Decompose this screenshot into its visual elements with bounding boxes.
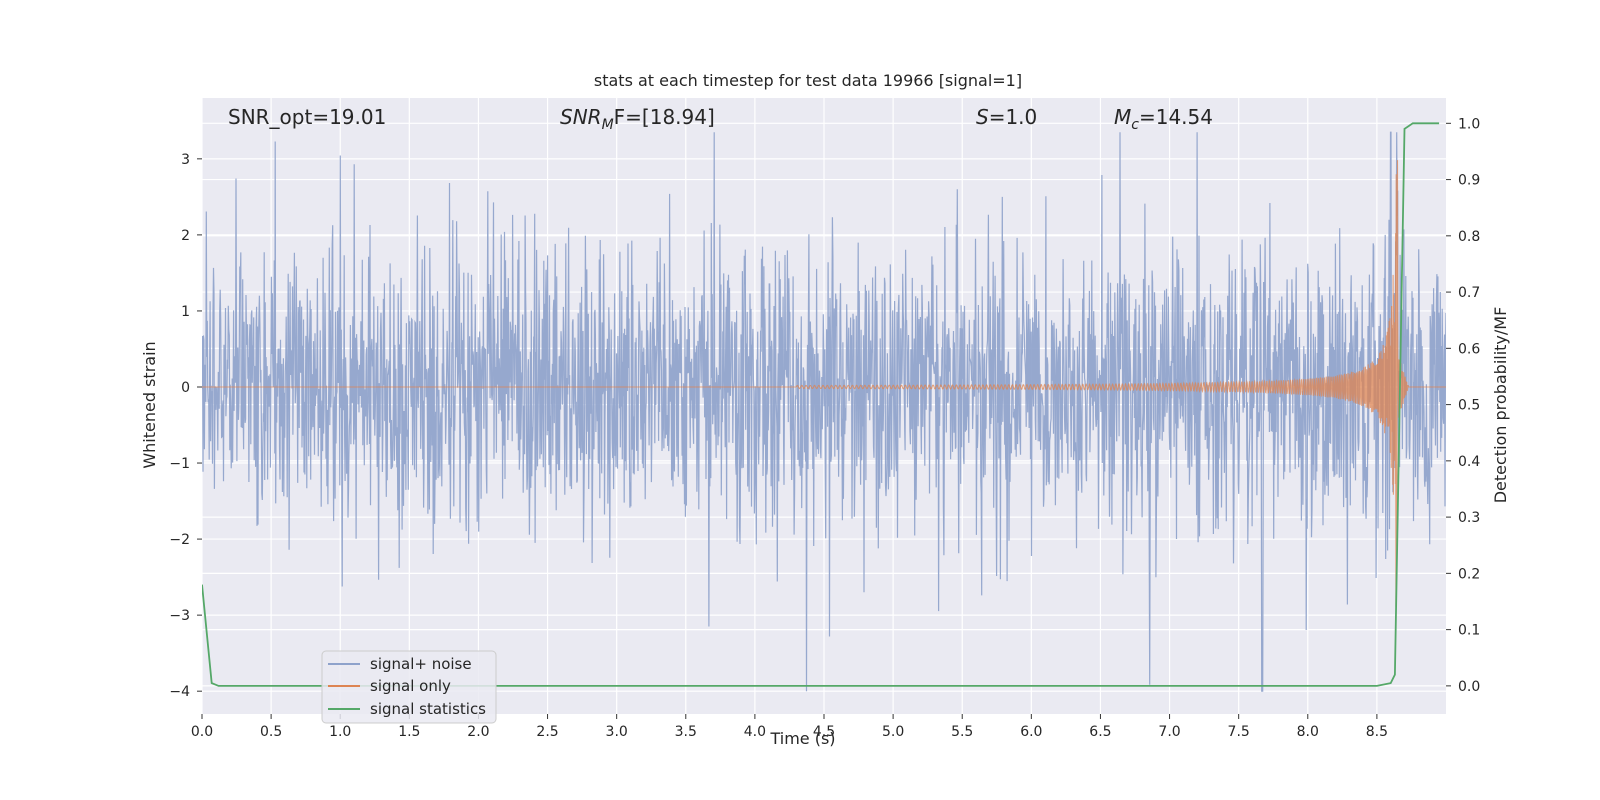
x-tick-label: 1.5	[398, 724, 420, 740]
y2-tick-label: 0.4	[1458, 454, 1480, 470]
legend-label-signal-only: signal only	[370, 677, 451, 695]
y-tick-label: −1	[169, 456, 190, 472]
y2-tick-label: 0.0	[1458, 679, 1480, 695]
x-tick-label: 5.5	[951, 724, 973, 740]
signal-plus-noise-series	[202, 131, 1446, 692]
y2-tick-label: 0.6	[1458, 341, 1480, 357]
x-tick-label: 8.0	[1297, 724, 1319, 740]
x-tick-label: 0.5	[260, 724, 282, 740]
x-tick-label: 8.5	[1366, 724, 1388, 740]
y-tick-label: 3	[181, 152, 190, 168]
y2-axis-label: Detection probability/MF	[1491, 307, 1510, 504]
annotation-snr-mf: SNRMF=[18.94]	[560, 105, 715, 133]
signal-only-series	[202, 160, 1446, 607]
y-tick-label: −3	[169, 608, 190, 624]
x-tick-label: 6.0	[1020, 724, 1042, 740]
annotation-mc: Mc=14.54	[1114, 105, 1213, 133]
y2-tick-label: 1.0	[1458, 116, 1480, 132]
y2-tick-label: 0.7	[1458, 285, 1480, 301]
legend: signal+ noise signal only signal statist…	[321, 650, 497, 724]
x-tick-label: 4.0	[744, 724, 766, 740]
y2-tick-label: 0.3	[1458, 510, 1480, 526]
annotation-s: S=1.0	[976, 105, 1037, 129]
y-tick-label: 0	[181, 380, 190, 396]
x-tick-label: 1.0	[329, 724, 351, 740]
x-tick-label: 4.5	[813, 724, 835, 740]
legend-label-signal-statistics: signal statistics	[370, 700, 486, 718]
x-tick-label: 0.0	[191, 724, 213, 740]
annotation-snr-opt: SNR_opt=19.01	[228, 105, 386, 129]
x-tick-label: 6.5	[1089, 724, 1111, 740]
y-tick-label: −2	[169, 532, 190, 548]
x-tick-label: 7.0	[1158, 724, 1180, 740]
y-axis-ticks: 3 2 1 0 −1 −2 −3 −4	[169, 152, 202, 700]
y2-tick-label: 0.1	[1458, 623, 1480, 639]
x-tick-label: 3.5	[675, 724, 697, 740]
y-tick-label: 1	[181, 304, 190, 320]
y2-axis-ticks: 1.0 0.9 0.8 0.7 0.6 0.5 0.4 0.3 0.2 0.1 0.0	[1446, 116, 1480, 695]
legend-label-signal-plus-noise: signal+ noise	[370, 655, 472, 673]
chart-title: stats at each timestep for test data 199…	[594, 71, 1022, 90]
y2-tick-label: 0.9	[1458, 173, 1480, 189]
y-tick-label: −4	[169, 684, 190, 700]
y2-tick-label: 0.8	[1458, 229, 1480, 245]
y-axis-label: Whitened strain	[140, 341, 159, 468]
signal-statistics-series	[202, 122, 1440, 687]
x-tick-label: 3.0	[606, 724, 628, 740]
x-tick-label: 2.0	[467, 724, 489, 740]
x-axis-ticks: 0.0 0.5 1.0 1.5 2.0 2.5 3.0 3.5 4.0 4.5 5.0 5.5 6.0 6…	[191, 714, 1388, 740]
x-axis-label: Time (s)	[769, 729, 835, 748]
x-tick-label: 2.5	[536, 724, 558, 740]
y2-tick-label: 0.5	[1458, 398, 1480, 414]
x-tick-label: 7.5	[1228, 724, 1250, 740]
x-tick-label: 5.0	[882, 724, 904, 740]
y-tick-label: 2	[181, 228, 190, 244]
y2-tick-label: 0.2	[1458, 566, 1480, 582]
